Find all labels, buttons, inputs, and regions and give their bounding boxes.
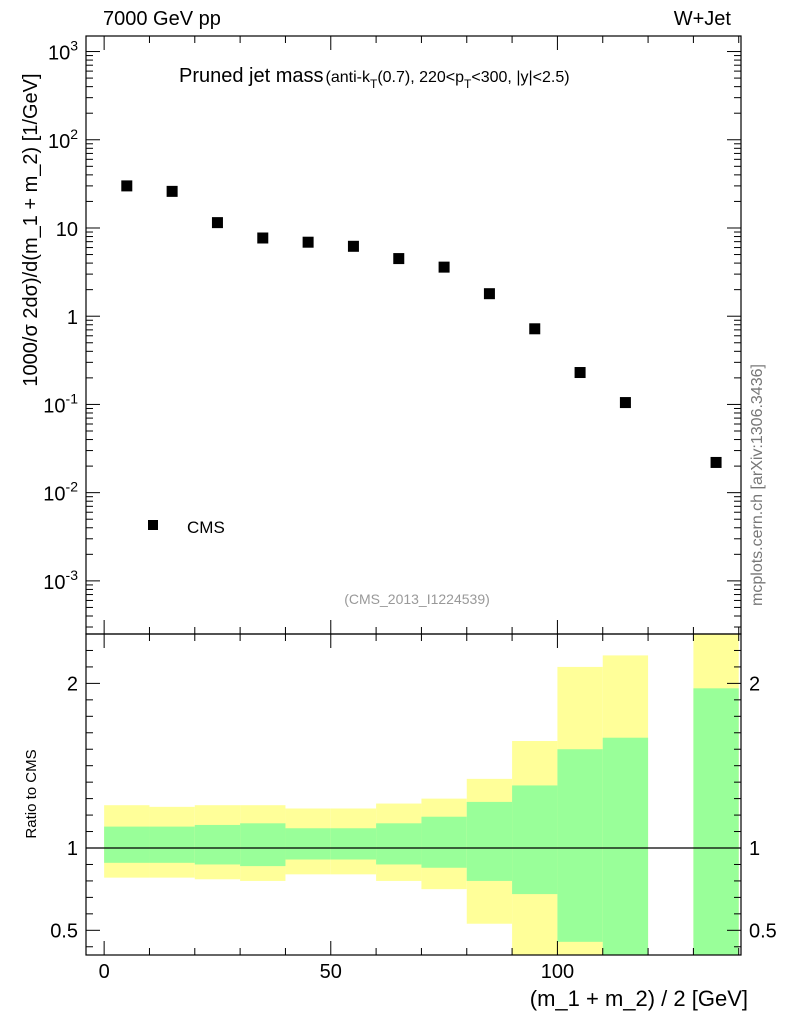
ratio-y-tick-label-right: 0.5 [749,920,777,942]
legend-marker-cms [148,520,158,530]
data-point [347,240,359,252]
band-1-bin-5 [330,828,377,860]
band-1-bin-10 [557,749,603,942]
main-y-tick-label: 10-2 [43,479,78,506]
band-1-bin-0 [104,826,150,863]
x-axis-label: (m_1 + m_2) / 2 [GeV] [530,986,748,1011]
data-point [257,232,269,244]
data-point [438,261,450,273]
data-point [211,217,223,229]
x-tick-label: 0 [99,961,110,983]
data-point [121,180,133,192]
ratio-y-tick-label-right: 1 [749,838,760,860]
x-tick-label: 100 [541,961,574,983]
ratio-y-tick-label-left: 2 [67,673,78,695]
band-1-bin-1 [149,826,195,863]
data-point [483,288,495,300]
data-point [166,185,178,197]
analysis-annotation: (CMS_2013_I1224539) [344,591,490,607]
main-markers [121,180,722,468]
labels: 10-3 10-2 10-1 1 10 102 103 0.5 0.5 1 1 2 2 0 50 100 Pru… [43,38,777,983]
main-y-tick-label: 10 [56,219,78,241]
band-1-bin-4 [285,828,331,860]
ratio-y-tick-label-left: 0.5 [50,920,78,942]
legend-label-cms: CMS [187,518,225,537]
ratio-y-tick-label-right: 2 [749,673,760,695]
x-tick-label: 50 [320,961,342,983]
band-1-bin-6 [376,823,422,865]
band-1-bin-11 [602,737,649,955]
watermark: mcplots.cern.ch [arXiv:1306.3436] [749,364,766,606]
data-point [574,367,586,379]
ratio-frame [85,633,742,956]
main-y-tick-label: 103 [48,38,78,65]
band-1-bin-7 [421,816,467,868]
data-point [529,323,541,335]
band-1-bin-9 [512,785,558,895]
band-1-bin-8 [466,801,513,881]
band-1-bin-13 [693,688,739,955]
main-y-tick-label: 10-1 [43,390,78,417]
data-point [710,456,722,468]
ratio-y-label: Ratio to CMS [23,749,40,838]
main-y-tick-label: 102 [48,126,78,153]
main-frame [85,35,742,635]
header-right: W+Jet [674,8,732,30]
data-point [302,236,314,248]
band-1-bin-3 [240,823,286,867]
main-y-tick-label: 1 [67,307,78,329]
main-y-label: 1000/σ 2dσ)/d(m_1 + m_2) [1/GeV] [20,73,42,386]
ratio-bands [104,634,739,955]
axes [85,35,742,956]
band-1-bin-2 [194,824,241,865]
ratio-y-tick-label-left: 1 [67,838,78,860]
main-y-tick-label: 10-3 [43,567,78,594]
chart-title: Pruned jet mass (anti-kT(0.7), 220<pT<300… [179,65,570,91]
data-point [619,397,631,409]
data-point [393,253,405,265]
header-left: 7000 GeV pp [103,8,221,30]
